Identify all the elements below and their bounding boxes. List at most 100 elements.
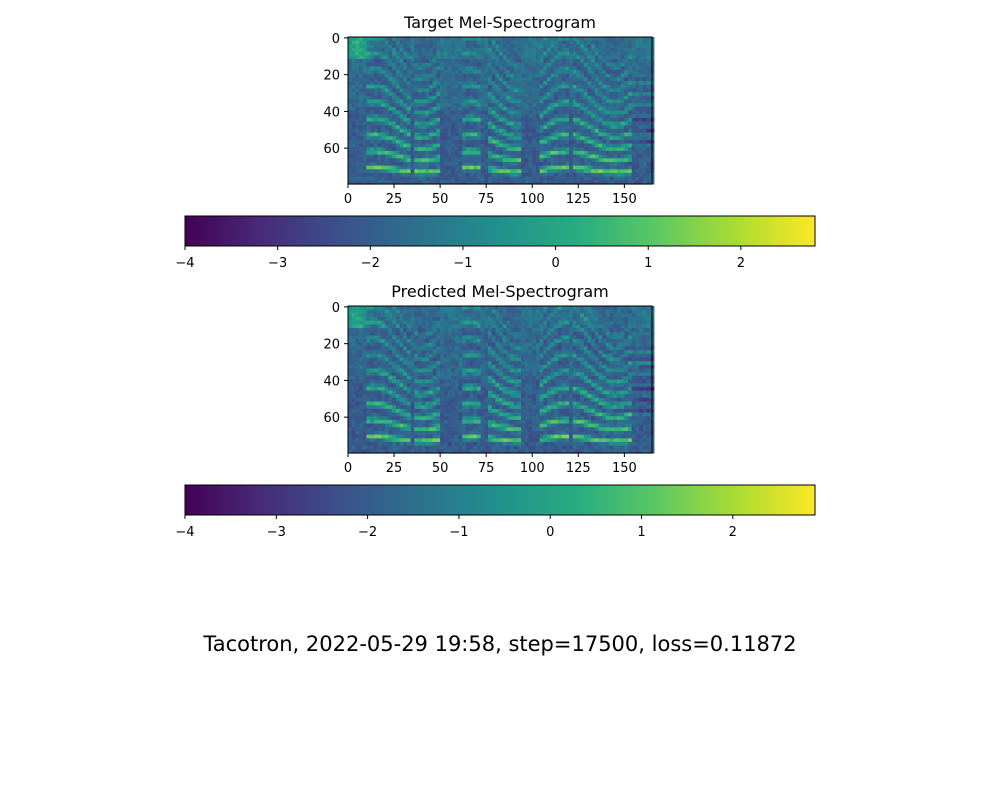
heatmap-cell	[355, 99, 359, 103]
heatmap-cell	[451, 427, 455, 431]
heatmap-cell	[621, 144, 625, 148]
heatmap-cell	[403, 398, 407, 402]
heatmap-cell	[422, 435, 426, 439]
heatmap-cell	[433, 354, 437, 358]
heatmap-cell	[377, 346, 381, 350]
heatmap-cell	[433, 332, 437, 336]
heatmap-cell	[429, 313, 433, 317]
heatmap-cell	[466, 354, 470, 358]
heatmap-cell	[613, 177, 617, 181]
heatmap-cell	[396, 155, 400, 159]
heatmap-cell	[348, 162, 352, 166]
heatmap-cell	[470, 129, 474, 133]
heatmap-cell	[466, 310, 470, 314]
heatmap-cell	[606, 96, 610, 100]
heatmap-cell	[621, 74, 625, 78]
heatmap-cell	[381, 438, 385, 442]
heatmap-cell	[411, 324, 415, 328]
heatmap-cell	[595, 70, 599, 74]
heatmap-cell	[418, 140, 422, 144]
heatmap-cell	[495, 55, 499, 59]
heatmap-cell	[392, 317, 396, 321]
heatmap-cell	[389, 158, 393, 162]
heatmap-cell	[400, 413, 404, 417]
heatmap-cell	[562, 107, 566, 111]
heatmap-cell	[392, 380, 396, 384]
heatmap-cell	[466, 357, 470, 361]
heatmap-cell	[403, 37, 407, 41]
heatmap-cell	[536, 114, 540, 118]
heatmap-cell	[433, 59, 437, 63]
heatmap-cell	[366, 55, 370, 59]
heatmap-cell	[595, 114, 599, 118]
heatmap-cell	[569, 129, 573, 133]
heatmap-cell	[481, 99, 485, 103]
heatmap-cell	[514, 103, 518, 107]
heatmap-cell	[488, 438, 492, 442]
heatmap-cell	[481, 77, 485, 81]
heatmap-cell	[470, 66, 474, 70]
heatmap-cell	[536, 125, 540, 129]
heatmap-cell	[488, 413, 492, 417]
heatmap-cell	[606, 59, 610, 63]
heatmap-cell	[444, 103, 448, 107]
heatmap-cell	[400, 44, 404, 48]
heatmap-cell	[389, 107, 393, 111]
heatmap-cell	[440, 438, 444, 442]
heatmap-cell	[477, 85, 481, 89]
heatmap-cell	[363, 48, 367, 52]
heatmap-cell	[646, 122, 650, 126]
heatmap-cell	[488, 147, 492, 151]
heatmap-cell	[484, 328, 488, 332]
heatmap-cell	[584, 66, 588, 70]
heatmap-cell	[422, 74, 426, 78]
heatmap-cell	[455, 420, 459, 424]
heatmap-cell	[606, 85, 610, 89]
heatmap-cell	[477, 354, 481, 358]
heatmap-cell	[392, 59, 396, 63]
heatmap-cell	[444, 361, 448, 365]
heatmap-cell	[484, 118, 488, 122]
heatmap-cell	[425, 144, 429, 148]
heatmap-cell	[377, 48, 381, 52]
heatmap-cell	[425, 66, 429, 70]
heatmap-cell	[484, 317, 488, 321]
heatmap-cell	[392, 372, 396, 376]
heatmap-cell	[429, 162, 433, 166]
heatmap-cell	[348, 350, 352, 354]
heatmap-cell	[348, 328, 352, 332]
heatmap-cell	[392, 96, 396, 100]
heatmap-cell	[418, 321, 422, 325]
heatmap-cell	[370, 52, 374, 56]
heatmap-cell	[617, 129, 621, 133]
heatmap-cell	[470, 55, 474, 59]
heatmap-cell	[407, 66, 411, 70]
heatmap-cell	[639, 144, 643, 148]
heatmap-cell	[425, 416, 429, 420]
heatmap-cell	[521, 169, 525, 173]
heatmap-cell	[481, 107, 485, 111]
heatmap-cell	[352, 424, 356, 428]
heatmap-cell	[462, 387, 466, 391]
heatmap-cell	[425, 438, 429, 442]
heatmap-cell	[352, 77, 356, 81]
heatmap-cell	[389, 383, 393, 387]
heatmap-cell	[425, 442, 429, 446]
heatmap-cell	[492, 158, 496, 162]
heatmap-cell	[473, 96, 477, 100]
heatmap-cell	[484, 111, 488, 115]
heatmap-cell	[591, 59, 595, 63]
heatmap-cell	[374, 166, 378, 170]
heatmap-cell	[466, 133, 470, 137]
heatmap-cell	[477, 147, 481, 151]
heatmap-cell	[455, 321, 459, 325]
heatmap-cell	[473, 306, 477, 310]
heatmap-cell	[440, 354, 444, 358]
heatmap-cell	[595, 88, 599, 92]
heatmap-cell	[547, 77, 551, 81]
heatmap-cell	[459, 155, 463, 159]
heatmap-cell	[529, 66, 533, 70]
heatmap-cell	[352, 413, 356, 417]
heatmap-cell	[359, 424, 363, 428]
heatmap-cell	[425, 147, 429, 151]
